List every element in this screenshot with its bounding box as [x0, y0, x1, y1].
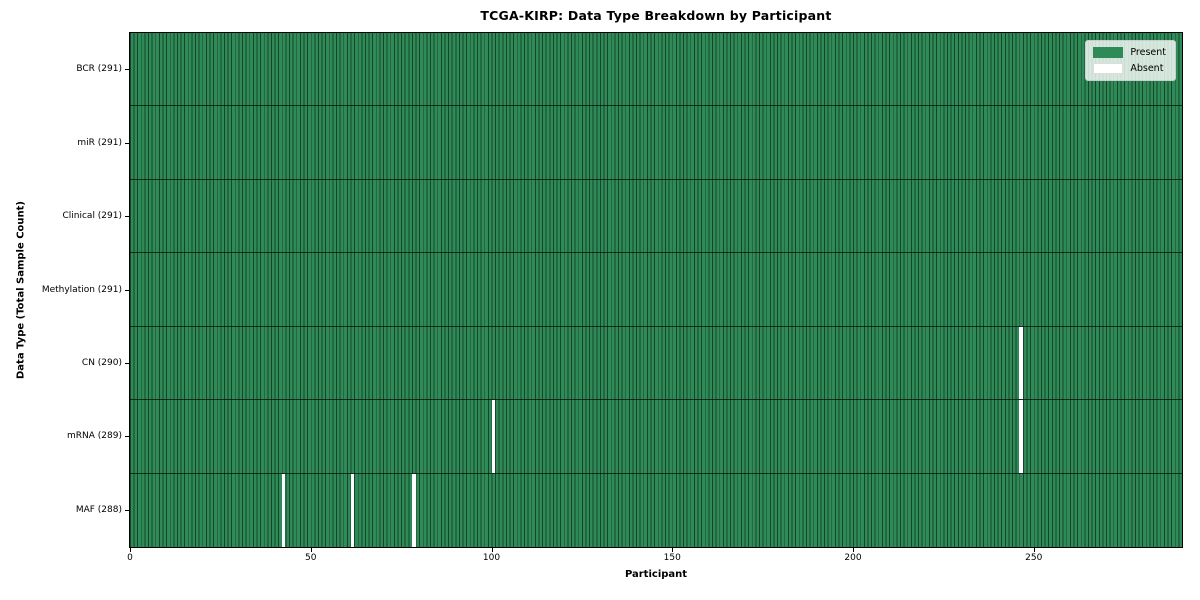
x-tick-mark: [491, 548, 493, 552]
y-tick-mark: [125, 69, 129, 71]
absent-cell-CN-246: [1019, 326, 1023, 400]
y-tick-mark: [125, 509, 129, 511]
absent-cell-MAF-61: [350, 473, 355, 547]
absent-cell-mRNA-100: [491, 400, 496, 473]
x-tick-mark: [310, 548, 312, 552]
legend-swatch-present: [1093, 47, 1124, 58]
legend-label-absent: Absent: [1130, 63, 1164, 74]
x-tick-label-0: 0: [127, 553, 133, 563]
y-tick-label-Methylation: Methylation (291): [41, 284, 122, 295]
heatmap-row-BCR: [130, 33, 1182, 107]
y-tick-mark: [125, 142, 129, 144]
x-tick-mark: [130, 548, 131, 552]
legend-label-present: Present: [1130, 47, 1166, 58]
x-tick-mark: [853, 548, 855, 552]
y-tick-mark: [125, 436, 129, 438]
legend-item-present: Present: [1093, 47, 1166, 58]
y-tick-mark: [125, 362, 129, 364]
x-tick-label-50: 50: [305, 553, 317, 563]
legend-swatch-absent: [1093, 63, 1124, 74]
legend-item-absent: Absent: [1093, 63, 1166, 74]
legend: Present Absent: [1085, 40, 1176, 81]
absent-cell-MAF-42: [281, 473, 286, 547]
y-tick-label-MAF: MAF (288): [75, 504, 122, 515]
x-tick-label-200: 200: [844, 553, 862, 563]
chart-title: TCGA-KIRP: Data Type Breakdown by Partic…: [480, 8, 832, 23]
heatmap-row-mRNA: [130, 400, 1182, 474]
y-tick-label-CN: CN (290): [81, 357, 122, 368]
x-tick-label-150: 150: [663, 553, 681, 563]
plot-area: Present Absent: [130, 33, 1182, 547]
absent-cell-mRNA-246: [1019, 400, 1023, 473]
heatmap-row-Clinical: [130, 179, 1182, 254]
x-axis-title: Participant: [624, 569, 688, 580]
y-tick-label-miR: miR (291): [77, 137, 122, 148]
heatmap-row-MAF: [130, 473, 1182, 547]
x-tick-label-100: 100: [482, 553, 501, 563]
y-tick-label-mRNA: mRNA (289): [67, 431, 122, 442]
heatmap-row-miR: [130, 106, 1182, 180]
x-tick-label-250: 250: [1025, 553, 1043, 563]
heatmap-row-CN: [130, 326, 1182, 401]
x-tick-mark: [672, 548, 674, 552]
x-tick-mark: [1033, 548, 1035, 552]
y-tick-mark: [125, 289, 129, 291]
y-tick-label-Clinical: Clinical (291): [62, 211, 122, 222]
y-tick-label-BCR: BCR (291): [76, 64, 122, 75]
y-tick-mark: [125, 216, 129, 218]
heatmap-row-Methylation: [130, 253, 1182, 327]
absent-cell-MAF-78: [411, 473, 416, 547]
